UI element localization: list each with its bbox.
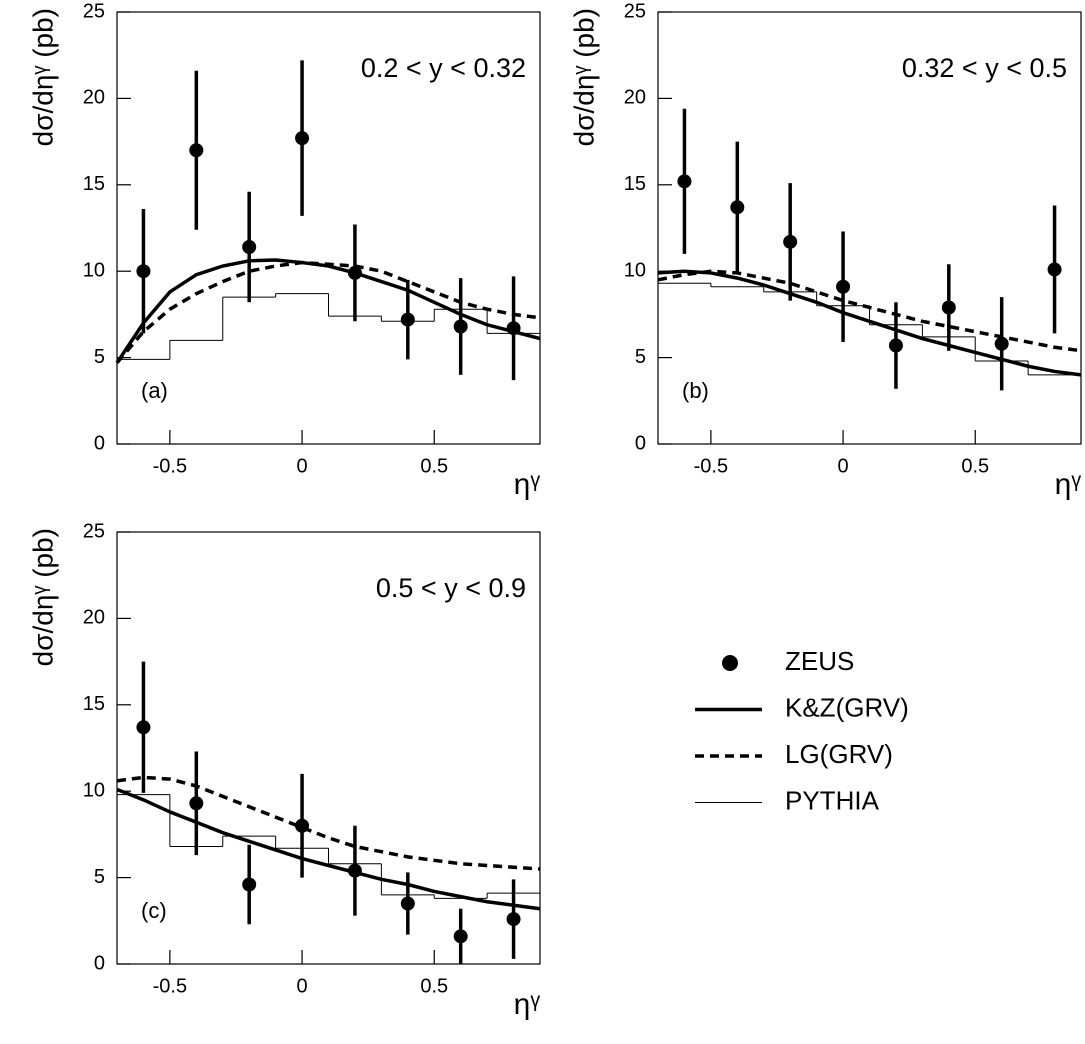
y-tick-label: 15: [624, 173, 646, 195]
y-tick-label: 25: [83, 0, 105, 22]
data-point: [400, 896, 415, 911]
data-point: [941, 300, 956, 315]
y-tick-label: 0: [635, 432, 646, 454]
data-point: [677, 174, 692, 189]
data-point: [506, 912, 521, 927]
y-tick-label: 25: [83, 520, 105, 542]
legend-label: ZEUS: [785, 646, 854, 676]
curve: [116, 775, 541, 871]
y-tick-label: 25: [624, 0, 646, 22]
x-tick-label: 0.5: [961, 455, 989, 477]
legend-symbol: [722, 655, 738, 671]
y-tick-label: 15: [83, 173, 105, 195]
plot-frame: [657, 11, 1082, 445]
y-tick-label: 5: [635, 346, 646, 368]
data-point: [453, 929, 468, 944]
curve: [115, 260, 541, 364]
panel-label: (c): [141, 898, 167, 923]
data-point: [1047, 262, 1062, 277]
data-point: [453, 319, 468, 334]
y-axis-label: dσ/dηᵞ (pb): [568, 8, 599, 146]
data-point: [783, 234, 798, 249]
y-tick-label: 10: [624, 259, 646, 281]
data-point: [295, 131, 310, 146]
plot-frame: [116, 11, 541, 445]
panel-title: 0.2 < y < 0.32: [361, 53, 526, 83]
y-tick-label: 0: [94, 432, 105, 454]
data-point: [242, 240, 257, 255]
x-axis-label: ηᵞ: [514, 988, 541, 1021]
y-tick-label: 20: [83, 607, 105, 629]
data-point: [994, 336, 1009, 351]
x-tick-label: 0: [297, 455, 308, 477]
y-tick-label: 0: [94, 952, 105, 974]
legend-label: PYTHIA: [785, 785, 880, 815]
x-tick-label: -0.5: [694, 455, 728, 477]
panel-label: (a): [141, 378, 168, 403]
legend-label: K&Z(GRV): [785, 692, 909, 722]
y-tick-label: 10: [83, 779, 105, 801]
data-point: [189, 143, 204, 158]
y-tick-label: 15: [83, 693, 105, 715]
y-axis-label: dσ/dηᵞ (pb): [27, 528, 58, 666]
data-point: [836, 279, 851, 294]
y-tick-label: 20: [624, 87, 646, 109]
data-point: [136, 720, 151, 735]
x-axis-label: ηᵞ: [1055, 468, 1082, 501]
data-point: [888, 338, 903, 353]
panel-label: (b): [682, 378, 709, 403]
x-axis-label: ηᵞ: [514, 468, 541, 501]
data-point: [400, 312, 415, 327]
data-point: [189, 796, 204, 811]
y-tick-label: 5: [94, 346, 105, 368]
x-tick-label: 0: [838, 455, 849, 477]
x-tick-label: -0.5: [153, 975, 187, 997]
y-axis-label: dσ/dηᵞ (pb): [27, 8, 58, 146]
x-tick-label: -0.5: [153, 455, 187, 477]
plot-frame: [116, 531, 541, 965]
x-tick-label: 0.5: [420, 975, 448, 997]
data-point: [242, 877, 257, 892]
y-tick-label: 10: [83, 259, 105, 281]
x-tick-label: 0.5: [420, 455, 448, 477]
data-point: [730, 200, 745, 215]
legend-label: LG(GRV): [785, 739, 893, 769]
data-point: [136, 264, 151, 279]
panel-title: 0.32 < y < 0.5: [902, 53, 1067, 83]
y-tick-label: 20: [83, 87, 105, 109]
panel-title: 0.5 < y < 0.9: [376, 573, 526, 603]
y-tick-label: 5: [94, 866, 105, 888]
x-tick-label: 0: [297, 975, 308, 997]
